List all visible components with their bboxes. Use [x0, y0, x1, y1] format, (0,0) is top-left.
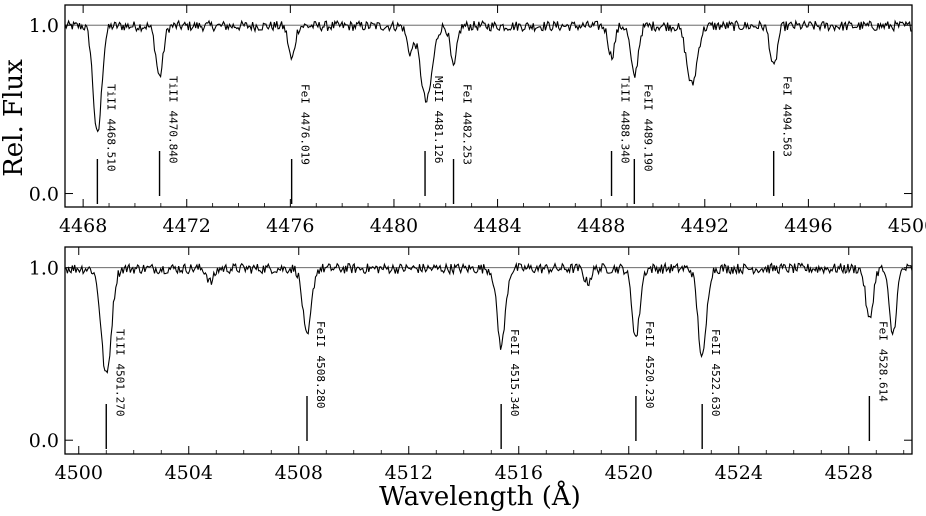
line-species: FeII [643, 321, 656, 348]
x-axis-title: Wavelength (Å) [379, 480, 581, 512]
x-tick-label: 4496 [784, 215, 832, 237]
line-id-label: FeII 4508.280 [314, 321, 327, 408]
line-species: FeII [314, 321, 327, 348]
line-wavelength: 4470.840 [167, 111, 180, 164]
line-wavelength: 4489.190 [641, 119, 654, 172]
line-id-label: FeI 4528.614 [876, 321, 889, 402]
line-id-label: MgII 4481.126 [432, 76, 445, 163]
line-wavelength: 4481.126 [432, 111, 445, 164]
line-id-label: FeI 4482.253 [461, 84, 474, 165]
x-tick-label: 4468 [59, 215, 107, 237]
line-id-label: TiII 4501.270 [113, 329, 126, 416]
line-wavelength: 4468.510 [104, 119, 117, 172]
x-tick-label: 4524 [715, 462, 763, 484]
plot-frame [64, 246, 913, 455]
line-species: TiII [113, 329, 126, 356]
line-wavelength: 4515.340 [508, 364, 521, 417]
spectrum-trace [64, 261, 913, 374]
line-wavelength: 4508.280 [314, 356, 327, 409]
x-tick-label: 4508 [275, 462, 323, 484]
line-wavelength: 4528.614 [876, 349, 889, 402]
y-tick-label: 0.0 [29, 430, 59, 452]
x-tick-label: 4520 [605, 462, 653, 484]
y-tick-label: 0.0 [29, 184, 59, 206]
line-wavelength: 4494.563 [781, 104, 794, 157]
x-tick-label: 4492 [681, 215, 729, 237]
line-species: MgII [432, 76, 445, 103]
x-tick-label: 4476 [266, 215, 314, 237]
y-tick-label: 1.0 [29, 15, 59, 37]
line-id-label: TiII 4468.510 [104, 84, 117, 171]
y-axis-title: Rel. Flux [0, 59, 29, 177]
line-species: FeII [709, 329, 722, 356]
x-tick-label: 4528 [825, 462, 873, 484]
line-wavelength: 4488.340 [619, 111, 632, 164]
plot-frame [64, 4, 913, 208]
line-id-label: FeII 4489.190 [641, 84, 654, 171]
line-species: FeI [461, 84, 474, 104]
spectrum-panel-bottom: 4500 4504 4508 4512 4516 4520 4524 4528 0.0 1.0 Ti… [29, 246, 913, 484]
x-tick-label: 4500 [55, 462, 103, 484]
line-wavelength: 4476.019 [299, 112, 312, 165]
line-wavelength: 4520.230 [643, 356, 656, 409]
spectrum-trace [64, 19, 913, 133]
x-tick-label: 4516 [495, 462, 543, 484]
x-tick-label: 4472 [163, 215, 211, 237]
y-tick-label: 1.0 [29, 258, 59, 280]
line-id-label: TiII 4470.840 [167, 76, 180, 163]
x-tick-label: 4480 [370, 215, 418, 237]
spectrum-panel-top: 4468 4472 4476 4480 4484 4488 4492 4496 4500 0.0 1… [29, 4, 926, 237]
line-id-label: FeII 4515.340 [508, 329, 521, 416]
x-tick-label: 4500 [888, 215, 926, 237]
line-species: TiII [104, 84, 117, 111]
line-id-label: FeI 4476.019 [299, 84, 312, 165]
line-species: FeII [641, 84, 654, 111]
line-species: FeII [508, 329, 521, 356]
line-id-label: FeII 4522.630 [709, 329, 722, 416]
x-tick-label: 4504 [165, 462, 213, 484]
x-tick-label: 4512 [385, 462, 433, 484]
line-species: FeI [876, 321, 889, 341]
line-species: FeI [299, 84, 312, 104]
line-id-label: FeI 4494.563 [781, 76, 794, 157]
line-id-label: FeII 4520.230 [643, 321, 656, 408]
line-species: FeI [781, 76, 794, 96]
line-wavelength: 4522.630 [709, 364, 722, 417]
line-species: TiII [619, 76, 632, 103]
line-wavelength: 4482.253 [461, 112, 474, 165]
line-species: TiII [167, 76, 180, 103]
x-tick-label: 4484 [473, 215, 521, 237]
line-wavelength: 4501.270 [113, 364, 126, 417]
line-id-label: TiII 4488.340 [619, 76, 632, 163]
x-tick-label: 4488 [577, 215, 625, 237]
